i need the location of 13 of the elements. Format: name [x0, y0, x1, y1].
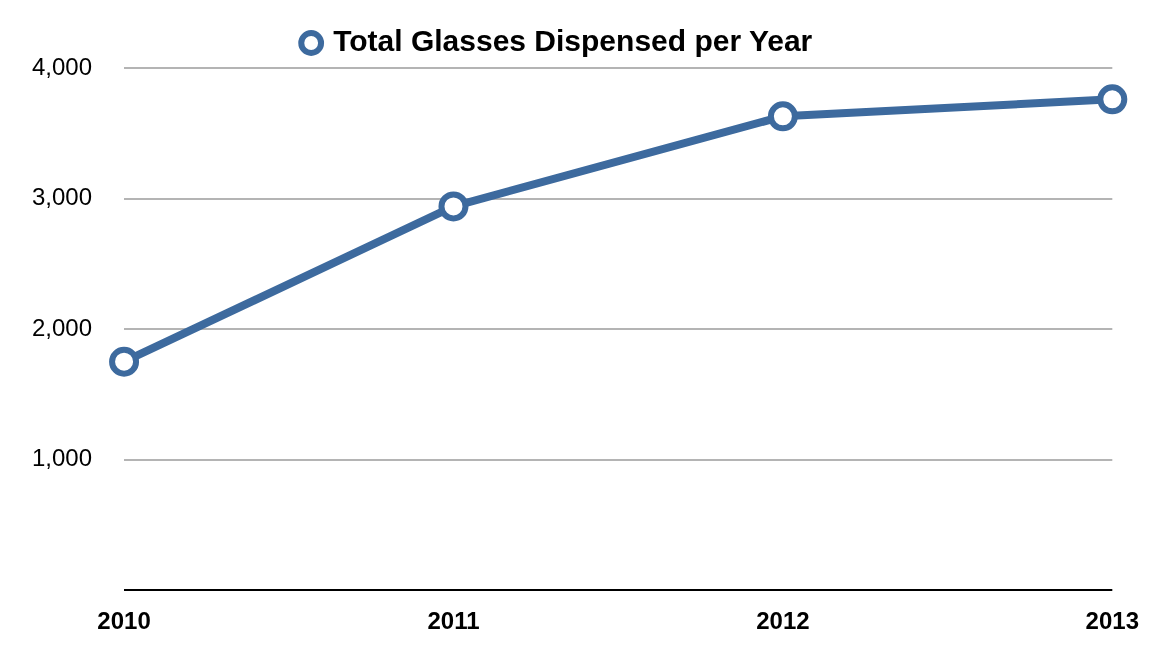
point	[1097, 84, 1128, 115]
y-tick-label: 3,000	[32, 183, 93, 211]
point	[767, 101, 798, 132]
point	[438, 191, 469, 222]
legend-label: Total Glasses Dispensed per Year	[333, 24, 813, 58]
y-tick-label: 2,000	[32, 313, 93, 341]
x-tick-label: 2013	[1085, 607, 1139, 635]
x-tick-label: 2010	[97, 607, 151, 635]
x-tick-label: 2011	[427, 607, 480, 635]
point	[109, 346, 140, 377]
y-tick-label: 1,000	[32, 444, 93, 472]
x-tick-label: 2012	[756, 607, 810, 635]
y-tick-label: 4,000	[32, 52, 93, 80]
